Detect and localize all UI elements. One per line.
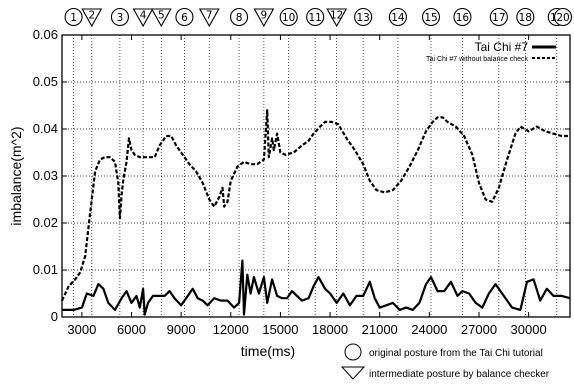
circle-marker-icon <box>344 343 362 361</box>
y-tick-label: 0.02 <box>33 215 58 230</box>
posture-marker-label: 4 <box>140 10 147 22</box>
series-line-tai-chi-7 <box>62 259 571 316</box>
legend-label-tai-chi-7: Tai Chi #7 <box>475 40 529 54</box>
posture-marker-triangle <box>81 8 103 28</box>
x-axis-label: time(ms) <box>241 343 295 359</box>
posture-marker-circle <box>516 7 535 27</box>
posture-marker-circle <box>306 7 325 27</box>
posture-markers: 1234567891011121314151617181920 <box>64 7 573 28</box>
posture-marker-label: 2 <box>88 10 95 22</box>
y-axis-label: imbalance(m^2) <box>8 126 24 225</box>
note-intermediate-posture: intermediate posture by balance checker <box>369 369 550 380</box>
y-tick-label: 0.01 <box>33 262 58 277</box>
posture-marker-label: 9 <box>261 10 268 22</box>
posture-marker-label: 7 <box>206 10 213 22</box>
posture-marker-triangle <box>150 8 172 28</box>
axis-ticks: 0 0.01 0.02 0.03 0.04 0.05 0.06 3000 6000 9000 120… <box>33 27 570 337</box>
legend: Tai Chi #7 Tai Chi #7 without balance ch… <box>426 40 556 63</box>
posture-marker-circle <box>110 7 129 27</box>
note-original-posture: original posture from the Tai Chi tutori… <box>369 348 543 359</box>
legend-label-tai-chi-7-without-balance-check: Tai Chi #7 without balance check <box>426 56 528 63</box>
x-tick-label: 30000 <box>511 322 547 337</box>
posture-marker-triangle <box>132 8 154 28</box>
posture-marker-triangle <box>326 8 348 28</box>
series-line-without-balance-check <box>61 109 570 302</box>
posture-marker-label: 13 <box>356 12 369 24</box>
posture-marker-circle <box>64 7 83 27</box>
posture-marker-label: 11 <box>308 12 321 24</box>
posture-marker-triangle <box>198 8 220 28</box>
posture-marker-label: 6 <box>181 12 188 24</box>
posture-marker-circle <box>453 7 472 27</box>
y-tick-label: 0 <box>51 309 58 324</box>
posture-marker-label: 3 <box>117 12 124 24</box>
posture-marker-circle <box>279 7 298 27</box>
grid <box>62 35 570 317</box>
x-tick-label: 3000 <box>67 322 96 337</box>
posture-marker-label: 8 <box>236 12 243 24</box>
posture-marker-circle <box>553 7 573 27</box>
posture-marker-label: 15 <box>424 12 437 24</box>
posture-marker-circle <box>388 7 407 27</box>
y-tick-label: 0.05 <box>33 74 58 89</box>
posture-marker-circle <box>230 7 249 27</box>
posture-marker-label: 10 <box>282 12 295 24</box>
posture-marker-label: 12 <box>330 10 343 22</box>
posture-marker-circle <box>354 7 373 27</box>
marker-notes: original posture from the Tai Chi tutori… <box>340 343 550 380</box>
y-tick-label: 0.06 <box>33 27 58 42</box>
x-tick-label: 15000 <box>262 322 298 337</box>
posture-marker-label: 17 <box>492 12 505 24</box>
posture-marker-triangle <box>253 8 275 28</box>
posture-marker-label: 16 <box>456 12 470 24</box>
posture-marker-circle <box>489 7 508 27</box>
posture-marker-label: 18 <box>519 12 532 24</box>
posture-marker-label: 20 <box>556 12 569 24</box>
series <box>61 109 571 316</box>
posture-marker-circle <box>421 7 441 27</box>
x-tick-label: 27000 <box>461 322 497 337</box>
posture-marker-label: 1 <box>70 12 77 24</box>
plot-frame <box>61 34 571 318</box>
x-tick-label: 24000 <box>411 322 447 337</box>
x-tick-label: 9000 <box>167 322 196 337</box>
x-tick-label: 6000 <box>117 322 146 337</box>
posture-marker-label: 14 <box>391 12 405 24</box>
posture-marker-label: 5 <box>158 10 165 22</box>
x-tick-label: 21000 <box>362 322 398 337</box>
y-tick-label: 0.03 <box>33 168 58 183</box>
x-tick-label: 12000 <box>213 322 249 337</box>
triangle-marker-icon <box>340 366 366 380</box>
posture-marker-circle <box>175 7 194 27</box>
y-tick-label: 0.04 <box>33 121 58 136</box>
x-tick-label: 18000 <box>312 322 348 337</box>
